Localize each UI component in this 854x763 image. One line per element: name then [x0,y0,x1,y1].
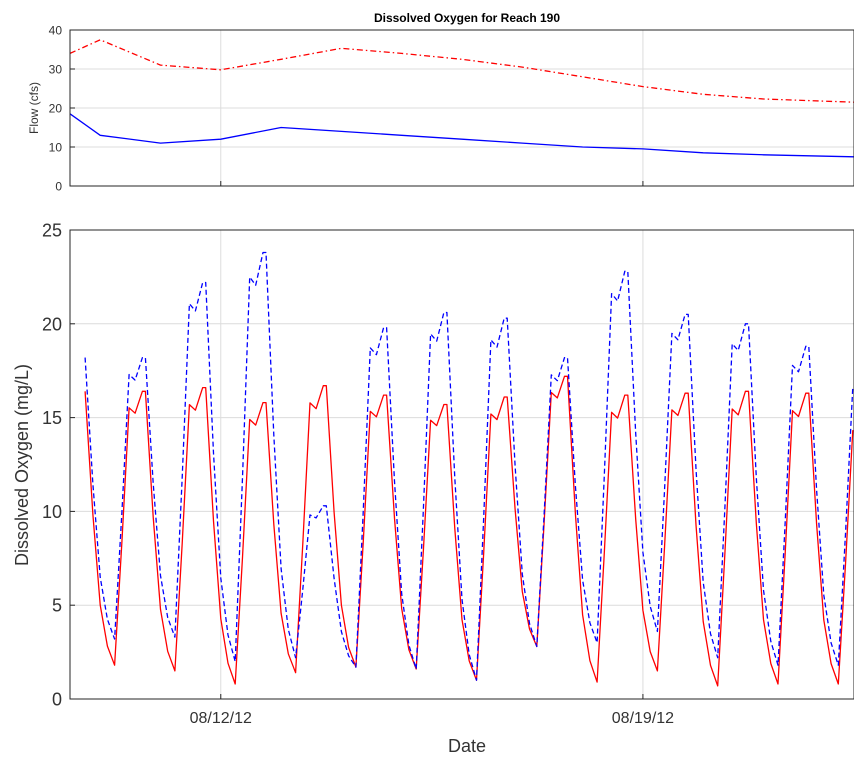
bottom-chart-series [84,251,854,687]
y-tick-label: 10 [49,140,63,154]
bottom-chart-y-label: Dissolved Oxygen (mg/L) [12,364,32,566]
y-tick-label: 10 [42,502,62,522]
y-tick-label: 20 [42,314,62,334]
x-tick-label: 08/12/12 [190,710,252,727]
top-chart-title: Dissolved Oxygen for Reach 190 [374,11,560,25]
y-tick-label: 20 [49,101,63,115]
y-tick-label: 25 [42,220,62,240]
bottom-chart-y-ticks: 0 5 10 15 20 25 [42,220,75,709]
dissolved-oxygen-series-line-1 [84,251,854,681]
dissolved-oxygen-series-line-0 [84,375,854,687]
x-tick-label: 08/19/12 [612,710,674,727]
y-tick-label: 0 [52,689,62,709]
y-tick-label: 30 [49,62,63,76]
top-chart-x-ticks [220,181,644,186]
top-chart-y-ticks: 0 10 20 30 40 [49,23,75,193]
top-chart-series [69,39,854,158]
flow-series-line-1 [69,113,854,158]
bottom-chart-grid [70,229,854,700]
bottom-chart-axes-box [69,229,854,700]
bottom-chart-x-ticks: 08/12/12 08/19/12 [190,694,674,727]
y-tick-label: 40 [49,23,63,37]
flow-series-line-0 [69,39,854,103]
bottom-chart-x-label: Date [448,736,486,756]
top-chart-y-label: Flow (cfs) [27,82,41,134]
top-chart-grid [70,29,854,187]
y-tick-label: 0 [55,179,62,193]
y-tick-label: 5 [52,596,62,616]
y-tick-label: 15 [42,408,62,428]
